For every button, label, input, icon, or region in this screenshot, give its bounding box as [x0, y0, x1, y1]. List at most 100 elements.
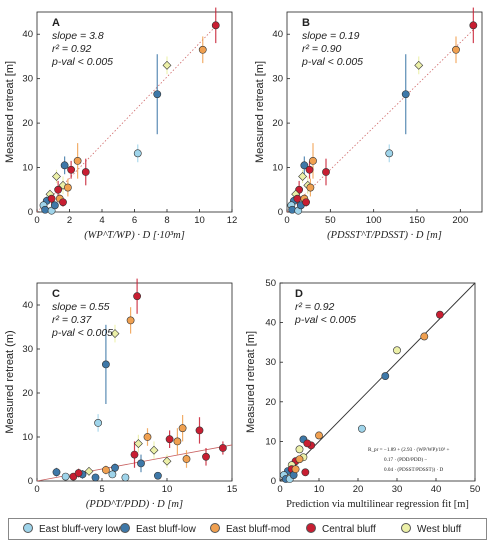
panel-label: B: [302, 17, 310, 29]
data-point: [67, 165, 76, 174]
legend-swatch-low: [120, 523, 130, 533]
y-tick-label: 40: [22, 300, 33, 311]
data-point: [153, 471, 162, 480]
y-axis-label: Measured retreat (m): [4, 330, 16, 433]
x-tick-label: 15: [227, 484, 238, 495]
y-tick-label: 20: [22, 118, 33, 129]
annotation: slope = 0.19: [302, 30, 360, 42]
y-tick-label: 10: [265, 436, 276, 447]
data-point: [52, 172, 61, 181]
data-point: [108, 470, 117, 479]
axes-box: [286, 11, 483, 213]
x-tick-label: 20: [353, 484, 364, 495]
fit-line: [286, 29, 474, 213]
x-tick-label: 200: [452, 215, 468, 226]
x-axis-label: (PDD^T/PDD) · D [m]: [86, 499, 183, 510]
data-point: [143, 433, 152, 441]
x-tick-label: 6: [132, 215, 137, 226]
panel-d: 0 10 20 30 40 50 0 10 20 30 40 50 Dr² = 0.92p-val < …: [265, 278, 480, 510]
x-tick-label: 2: [67, 215, 72, 226]
data-point: [435, 310, 444, 319]
legend-item-central: Central bluff: [306, 523, 376, 535]
data-point: [291, 465, 300, 474]
x-tick-label: 0: [34, 484, 39, 495]
data-point: [126, 316, 135, 325]
x-tick-label: 50: [325, 215, 336, 226]
data-point: [111, 463, 119, 472]
data-point: [60, 161, 69, 170]
data-point: [50, 201, 59, 210]
data-point: [41, 205, 50, 214]
y-tick-label: 30: [22, 344, 33, 355]
x-tick-label: 10: [194, 215, 205, 226]
data-point: [110, 329, 120, 339]
x-tick-label: 8: [164, 215, 169, 226]
data-point: [195, 426, 204, 435]
axes-box: [36, 282, 233, 482]
data-point: [102, 360, 110, 369]
data-point: [385, 149, 394, 158]
data-point: [211, 21, 220, 30]
y-tick-label: 20: [265, 397, 276, 408]
y-tick-label: 0: [278, 207, 283, 218]
legend-swatch-mod: [210, 523, 220, 533]
data-point: [302, 198, 310, 207]
data-point: [102, 466, 110, 474]
data-point: [133, 439, 143, 449]
data-point: [305, 165, 314, 174]
data-point: [300, 161, 309, 170]
legend-swatch-central: [306, 523, 316, 533]
legend-item-vlow: East bluff-very low: [23, 523, 121, 535]
panel-label: D: [295, 288, 303, 300]
x-axis-label: (PDSST^T/PDSST) · D [m]: [327, 230, 442, 241]
fit-line: [36, 25, 217, 213]
data-point: [315, 431, 323, 440]
legend-label-mod: East bluff-mod: [226, 524, 291, 535]
annotation: r² = 0.37: [52, 314, 93, 326]
data-point: [173, 437, 182, 446]
data-point: [198, 45, 207, 54]
x-axis-label: Prediction via multilinear regression fi…: [286, 499, 469, 510]
data-point: [202, 452, 210, 461]
data-point: [74, 469, 83, 477]
data-point: [357, 424, 366, 433]
y-tick-label: 0: [28, 476, 33, 487]
legend: East bluff-very low East bluff-low East …: [8, 518, 487, 540]
y-tick-label: 10: [22, 163, 33, 174]
data-point: [63, 183, 72, 192]
legend-label-low: East bluff-low: [136, 524, 196, 535]
x-tick-label: 40: [431, 484, 442, 495]
data-point: [309, 156, 317, 165]
annotation: slope = 3.8: [52, 30, 104, 42]
legend-item-low: East bluff-low: [120, 523, 196, 535]
y-tick-label: 40: [272, 29, 283, 40]
data-point: [162, 60, 172, 70]
data-point: [162, 456, 172, 466]
y-tick-label: 10: [22, 432, 33, 443]
x-tick-label: 100: [366, 215, 382, 226]
annotation: p-val < 0.005: [51, 327, 113, 339]
data-point: [401, 90, 410, 99]
data-point: [182, 455, 191, 463]
data-point: [303, 439, 312, 448]
data-point: [298, 172, 308, 181]
data-point: [133, 149, 142, 158]
x-tick-label: 0: [284, 215, 289, 226]
data-point: [137, 459, 145, 468]
x-tick-label: 5: [99, 484, 104, 495]
data-point: [295, 445, 304, 454]
data-point: [84, 466, 94, 476]
legend-swatch-vlow: [23, 523, 33, 533]
x-tick-label: 0: [277, 484, 282, 495]
data-point: [301, 468, 310, 477]
panel-label: C: [52, 288, 60, 300]
data-point: [469, 21, 478, 30]
legend-label-west: West bluff: [417, 524, 462, 535]
data-point: [94, 419, 102, 427]
equation-line: 0.17 · (PDD/PDD) −: [384, 456, 427, 463]
y-tick-label: 20: [272, 118, 283, 129]
y-tick-label: 30: [272, 74, 283, 85]
